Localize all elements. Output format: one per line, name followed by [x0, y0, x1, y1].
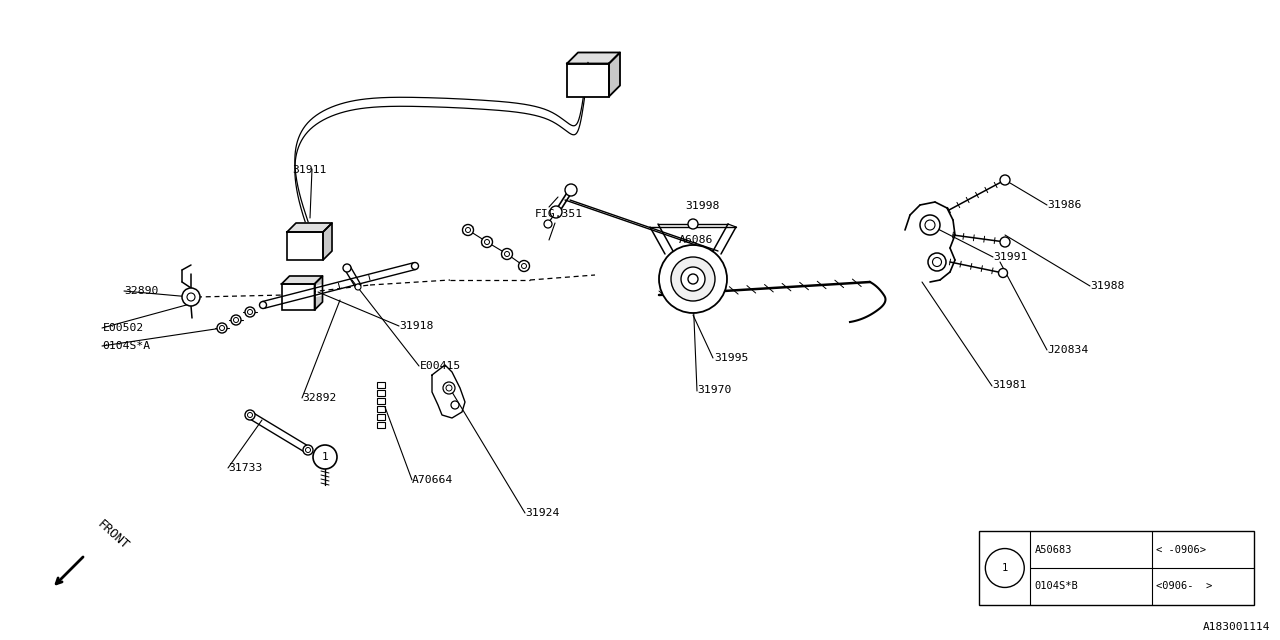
Circle shape	[689, 219, 698, 229]
Circle shape	[518, 260, 530, 271]
Polygon shape	[567, 52, 620, 63]
Text: 31998: 31998	[685, 201, 719, 211]
Text: A6086: A6086	[678, 235, 713, 245]
Bar	[282, 284, 315, 310]
Circle shape	[314, 445, 337, 469]
Circle shape	[544, 220, 552, 228]
Circle shape	[218, 323, 227, 333]
Bar	[979, 531, 1254, 605]
Text: 1: 1	[1002, 563, 1007, 573]
Circle shape	[260, 301, 266, 308]
Polygon shape	[282, 276, 323, 284]
Text: E00502: E00502	[102, 323, 143, 333]
Circle shape	[244, 307, 255, 317]
Polygon shape	[323, 223, 332, 260]
Bar	[378, 422, 385, 428]
Circle shape	[564, 184, 577, 196]
Circle shape	[244, 410, 255, 420]
Text: < -0906>: < -0906>	[1156, 545, 1206, 556]
Text: A70664: A70664	[412, 475, 453, 485]
Circle shape	[659, 245, 727, 313]
Text: A183001114: A183001114	[1202, 622, 1270, 632]
Text: 31995: 31995	[714, 353, 749, 364]
Circle shape	[550, 206, 562, 218]
Text: 31991: 31991	[993, 252, 1028, 262]
Text: 31918: 31918	[399, 321, 434, 332]
Circle shape	[462, 225, 474, 236]
Circle shape	[1000, 237, 1010, 247]
Circle shape	[986, 548, 1024, 588]
Text: FRONT: FRONT	[95, 517, 132, 552]
Circle shape	[443, 382, 454, 394]
Circle shape	[481, 237, 493, 248]
Text: 0104S*B: 0104S*B	[1034, 580, 1078, 591]
Text: <0906-  >: <0906- >	[1156, 580, 1212, 591]
Text: E00415: E00415	[420, 361, 461, 371]
Circle shape	[920, 215, 940, 235]
Circle shape	[182, 288, 200, 306]
Polygon shape	[287, 223, 332, 232]
Text: 31970: 31970	[698, 385, 732, 396]
Circle shape	[671, 257, 716, 301]
Bar	[378, 390, 385, 396]
Circle shape	[1000, 175, 1010, 185]
Circle shape	[411, 262, 419, 269]
Circle shape	[998, 269, 1007, 278]
Text: J20834: J20834	[1047, 345, 1088, 355]
Text: 31986: 31986	[1047, 200, 1082, 210]
Polygon shape	[609, 52, 620, 97]
Bar	[567, 63, 609, 97]
Circle shape	[343, 264, 351, 272]
Circle shape	[502, 248, 512, 259]
Text: 31911: 31911	[292, 164, 326, 175]
Bar	[287, 232, 323, 260]
Text: FIG.351: FIG.351	[535, 209, 584, 220]
Text: 1: 1	[321, 452, 329, 462]
Circle shape	[681, 267, 705, 291]
Text: 31988: 31988	[1091, 281, 1125, 291]
Bar	[378, 382, 385, 388]
Circle shape	[451, 401, 460, 409]
Text: 31733: 31733	[228, 463, 262, 474]
Text: 31981: 31981	[992, 380, 1027, 390]
Text: A50683: A50683	[1034, 545, 1071, 556]
Text: 32892: 32892	[302, 393, 337, 403]
Text: 0104S*A: 0104S*A	[102, 340, 151, 351]
Text: 32890: 32890	[124, 286, 159, 296]
Circle shape	[303, 445, 314, 455]
Circle shape	[355, 284, 361, 290]
Polygon shape	[315, 276, 323, 310]
Circle shape	[689, 274, 698, 284]
Text: 31924: 31924	[525, 508, 559, 518]
Circle shape	[928, 253, 946, 271]
Bar	[378, 414, 385, 420]
Circle shape	[230, 315, 241, 325]
Bar	[378, 406, 385, 412]
Polygon shape	[433, 365, 465, 418]
Bar	[378, 398, 385, 404]
